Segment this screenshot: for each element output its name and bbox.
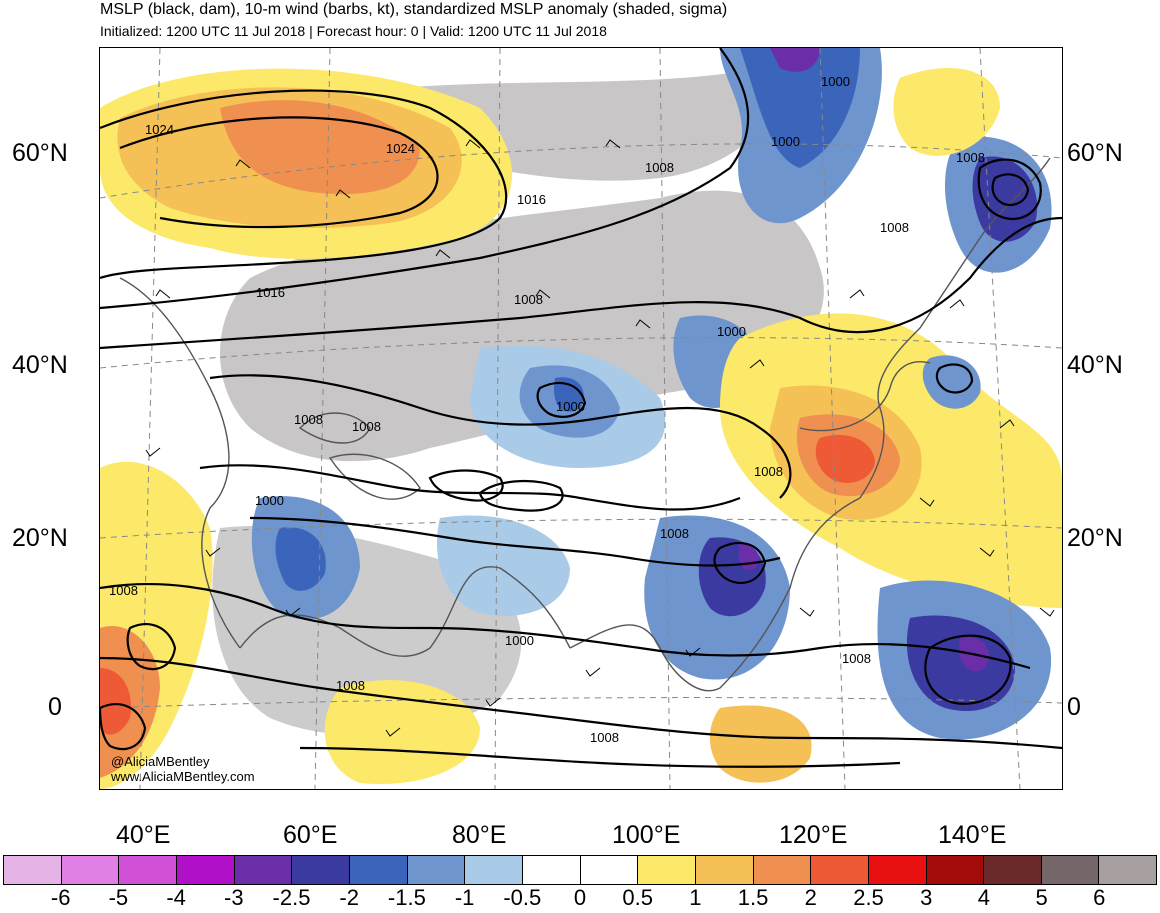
colorbar-tick-label: -3 [224,885,244,910]
northeast-high-anomaly [893,68,1000,156]
colorbar-swatch [119,856,177,884]
colorbar-tick-label: -2.5 [272,885,311,910]
colorbar-swatch [926,856,985,884]
isobar-label: 1008 [660,526,689,541]
colorbar-tick-label: -1 [454,885,475,910]
colorbar-swatch [349,856,408,884]
colorbar-swatch [61,856,120,884]
graticule [100,48,1062,789]
isobar-label: 1024 [386,141,415,156]
colorbar-swatch [234,856,293,884]
colorbar-tick-label: -2 [339,885,359,910]
colorbar-tick-label: 4 [977,885,991,910]
colorbar-swatch [868,856,927,884]
lat-label-40n-right: 40°N [1067,351,1123,379]
isobar-label: 1008 [514,292,543,307]
colorbar-swatch [407,856,466,884]
isobar-label: 1008 [109,583,138,598]
colorbar-swatch [984,856,1042,884]
isobar-label: 1008 [880,220,909,235]
colorbar-swatch [176,856,235,884]
colorbar-tick-label: -1.5 [387,885,426,910]
isobar-label: 1008 [754,464,783,479]
coastlines [119,157,1051,692]
colorbar-swatch [695,856,754,884]
colorbar-swatch [1099,856,1157,884]
chart-subtitle: Initialized: 1200 UTC 11 Jul 2018 | Fore… [100,23,607,39]
colorbar-swatch [4,856,62,884]
isobar-label: 1008 [294,412,323,427]
lat-label-20n-right: 20°N [1067,524,1123,552]
arabian-low-anomaly-core [275,527,326,591]
lon-label-60e: 60°E [283,821,338,849]
colorbar-swatch [753,856,812,884]
central-asia-low-anomaly-peak [554,377,584,412]
isobar-label: 1024 [145,122,174,137]
colorbar-tick-label: 2 [804,885,817,910]
colorbar-swatch [638,856,696,884]
anomaly-map: 1024 1024 1016 1016 1008 1008 1008 1000 … [100,48,1062,789]
north-low-anomaly-peak [770,48,820,72]
isobar-labels: 1024 1024 1016 1016 1008 1008 1008 1000 … [109,74,985,745]
lat-label-20n-left: 20°N [12,524,68,552]
isobar-label: 1000 [556,399,585,414]
isobar-label: 1000 [505,633,534,648]
wind-barbs [145,139,1055,737]
lat-label-40n-left: 40°N [12,351,68,379]
colorbar [3,855,1157,885]
colorbar-tick-label: 2.5 [853,885,884,910]
isobar-label: 1008 [352,419,381,434]
colorbar-tick-labels: -6 -5 -4 -3 -2.5 -2 -1.5 -1 -0.5 0 0.5 1 1.5 2 2.5 3 4 5 6 [0,885,1160,913]
indonesia-high-anomaly [709,705,812,783]
lat-label-0-left: 0 [48,693,62,721]
colorbar-tick-label: -6 [50,885,71,910]
isobar-label: 1000 [771,134,800,149]
colorbar-swatch [522,856,581,884]
colorbar-tick-label: 0.5 [622,885,653,910]
colorbar-tick-label: 5 [1035,885,1048,910]
map-panel: 1024 1024 1016 1016 1008 1008 1008 1000 … [99,47,1063,790]
colorbar-swatch [580,856,639,884]
colorbar-tick-label: -4 [166,885,186,910]
indian-ocean-high-anomaly [324,680,480,785]
colorbar-swatch [292,856,350,884]
isobar-label: 1008 [956,150,985,165]
colorbar-tick-label: 3 [920,885,933,910]
north-low-anomaly-core [740,48,860,168]
colorbar-tick-label: -5 [108,885,129,910]
lat-label-0-right: 0 [1067,693,1081,721]
colorbar-swatch [811,856,869,884]
isobar-label: 1008 [842,651,871,666]
colorbar-tick-label: 1 [689,885,702,910]
lon-label-80e: 80°E [452,821,507,849]
isobar-label: 1016 [256,285,285,300]
isobars [100,48,1062,768]
colorbar-swatch [465,856,523,884]
lon-label-40e: 40°E [116,821,171,849]
credit-handle: @AliciaMBentley [111,754,210,769]
isobar-label: 1016 [517,192,546,207]
east-asia-high-anomaly-max [815,434,875,483]
isobar-label: 1000 [255,493,284,508]
credit-url: www.AliciaMBentley.com [111,769,255,784]
isobar-label: 1000 [717,324,746,339]
isobar-label: 1008 [590,730,619,745]
lat-label-60n-left: 60°N [12,139,68,167]
isobar-label: 1008 [645,160,674,175]
colorbar-tick-label: -0.5 [503,885,542,910]
lon-label-100e: 100°E [612,821,681,849]
colorbar-tick-label: 6 [1093,885,1106,910]
colorbar-tick-label: 0 [573,885,587,910]
anomaly-shading [100,48,1062,789]
colorbar-swatch [1041,856,1100,884]
colorbar-tick-label: 1.5 [737,885,769,910]
isobar-label: 1000 [821,74,850,89]
lon-label-120e: 120°E [779,821,848,849]
isobar-label: 1008 [336,678,365,693]
africa-high-anomaly-peak [100,668,131,735]
chart-title: MSLP (black, dam), 10-m wind (barbs, kt)… [100,1,728,18]
lat-label-60n-right: 60°N [1067,139,1123,167]
lon-label-140e: 140°E [938,821,1007,849]
